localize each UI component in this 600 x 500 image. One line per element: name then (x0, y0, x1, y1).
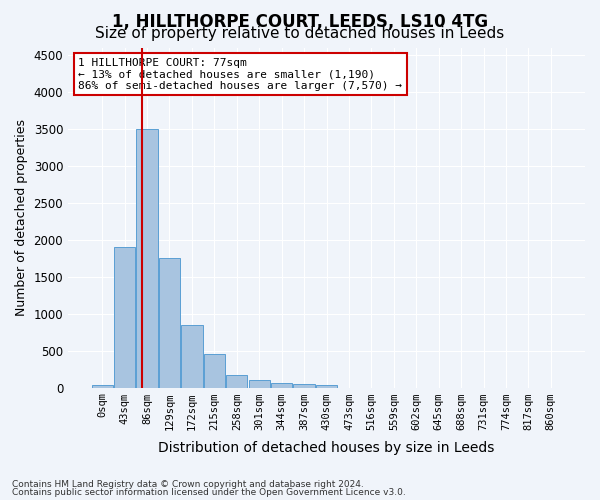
Bar (271, 383, 292, 388)
X-axis label: Distribution of detached houses by size in Leeds: Distribution of detached houses by size … (158, 441, 495, 455)
Bar (181, 326, 203, 388)
Text: Contains HM Land Registry data © Crown copyright and database right 2024.: Contains HM Land Registry data © Crown c… (12, 480, 364, 489)
Bar (92, 384, 113, 388)
Bar (159, 258, 180, 388)
Bar (248, 380, 270, 388)
Text: Size of property relative to detached houses in Leeds: Size of property relative to detached ho… (95, 26, 505, 41)
Bar (204, 354, 225, 388)
Text: 1, HILLTHORPE COURT, LEEDS, LS10 4TG: 1, HILLTHORPE COURT, LEEDS, LS10 4TG (112, 12, 488, 30)
Bar (293, 384, 315, 388)
Bar (226, 374, 247, 388)
Bar (136, 129, 158, 388)
Bar (114, 247, 135, 388)
Text: Contains public sector information licensed under the Open Government Licence v3: Contains public sector information licen… (12, 488, 406, 497)
Bar (316, 384, 337, 388)
Y-axis label: Number of detached properties: Number of detached properties (15, 119, 28, 316)
Text: 1 HILLTHORPE COURT: 77sqm
← 13% of detached houses are smaller (1,190)
86% of se: 1 HILLTHORPE COURT: 77sqm ← 13% of detac… (79, 58, 403, 91)
